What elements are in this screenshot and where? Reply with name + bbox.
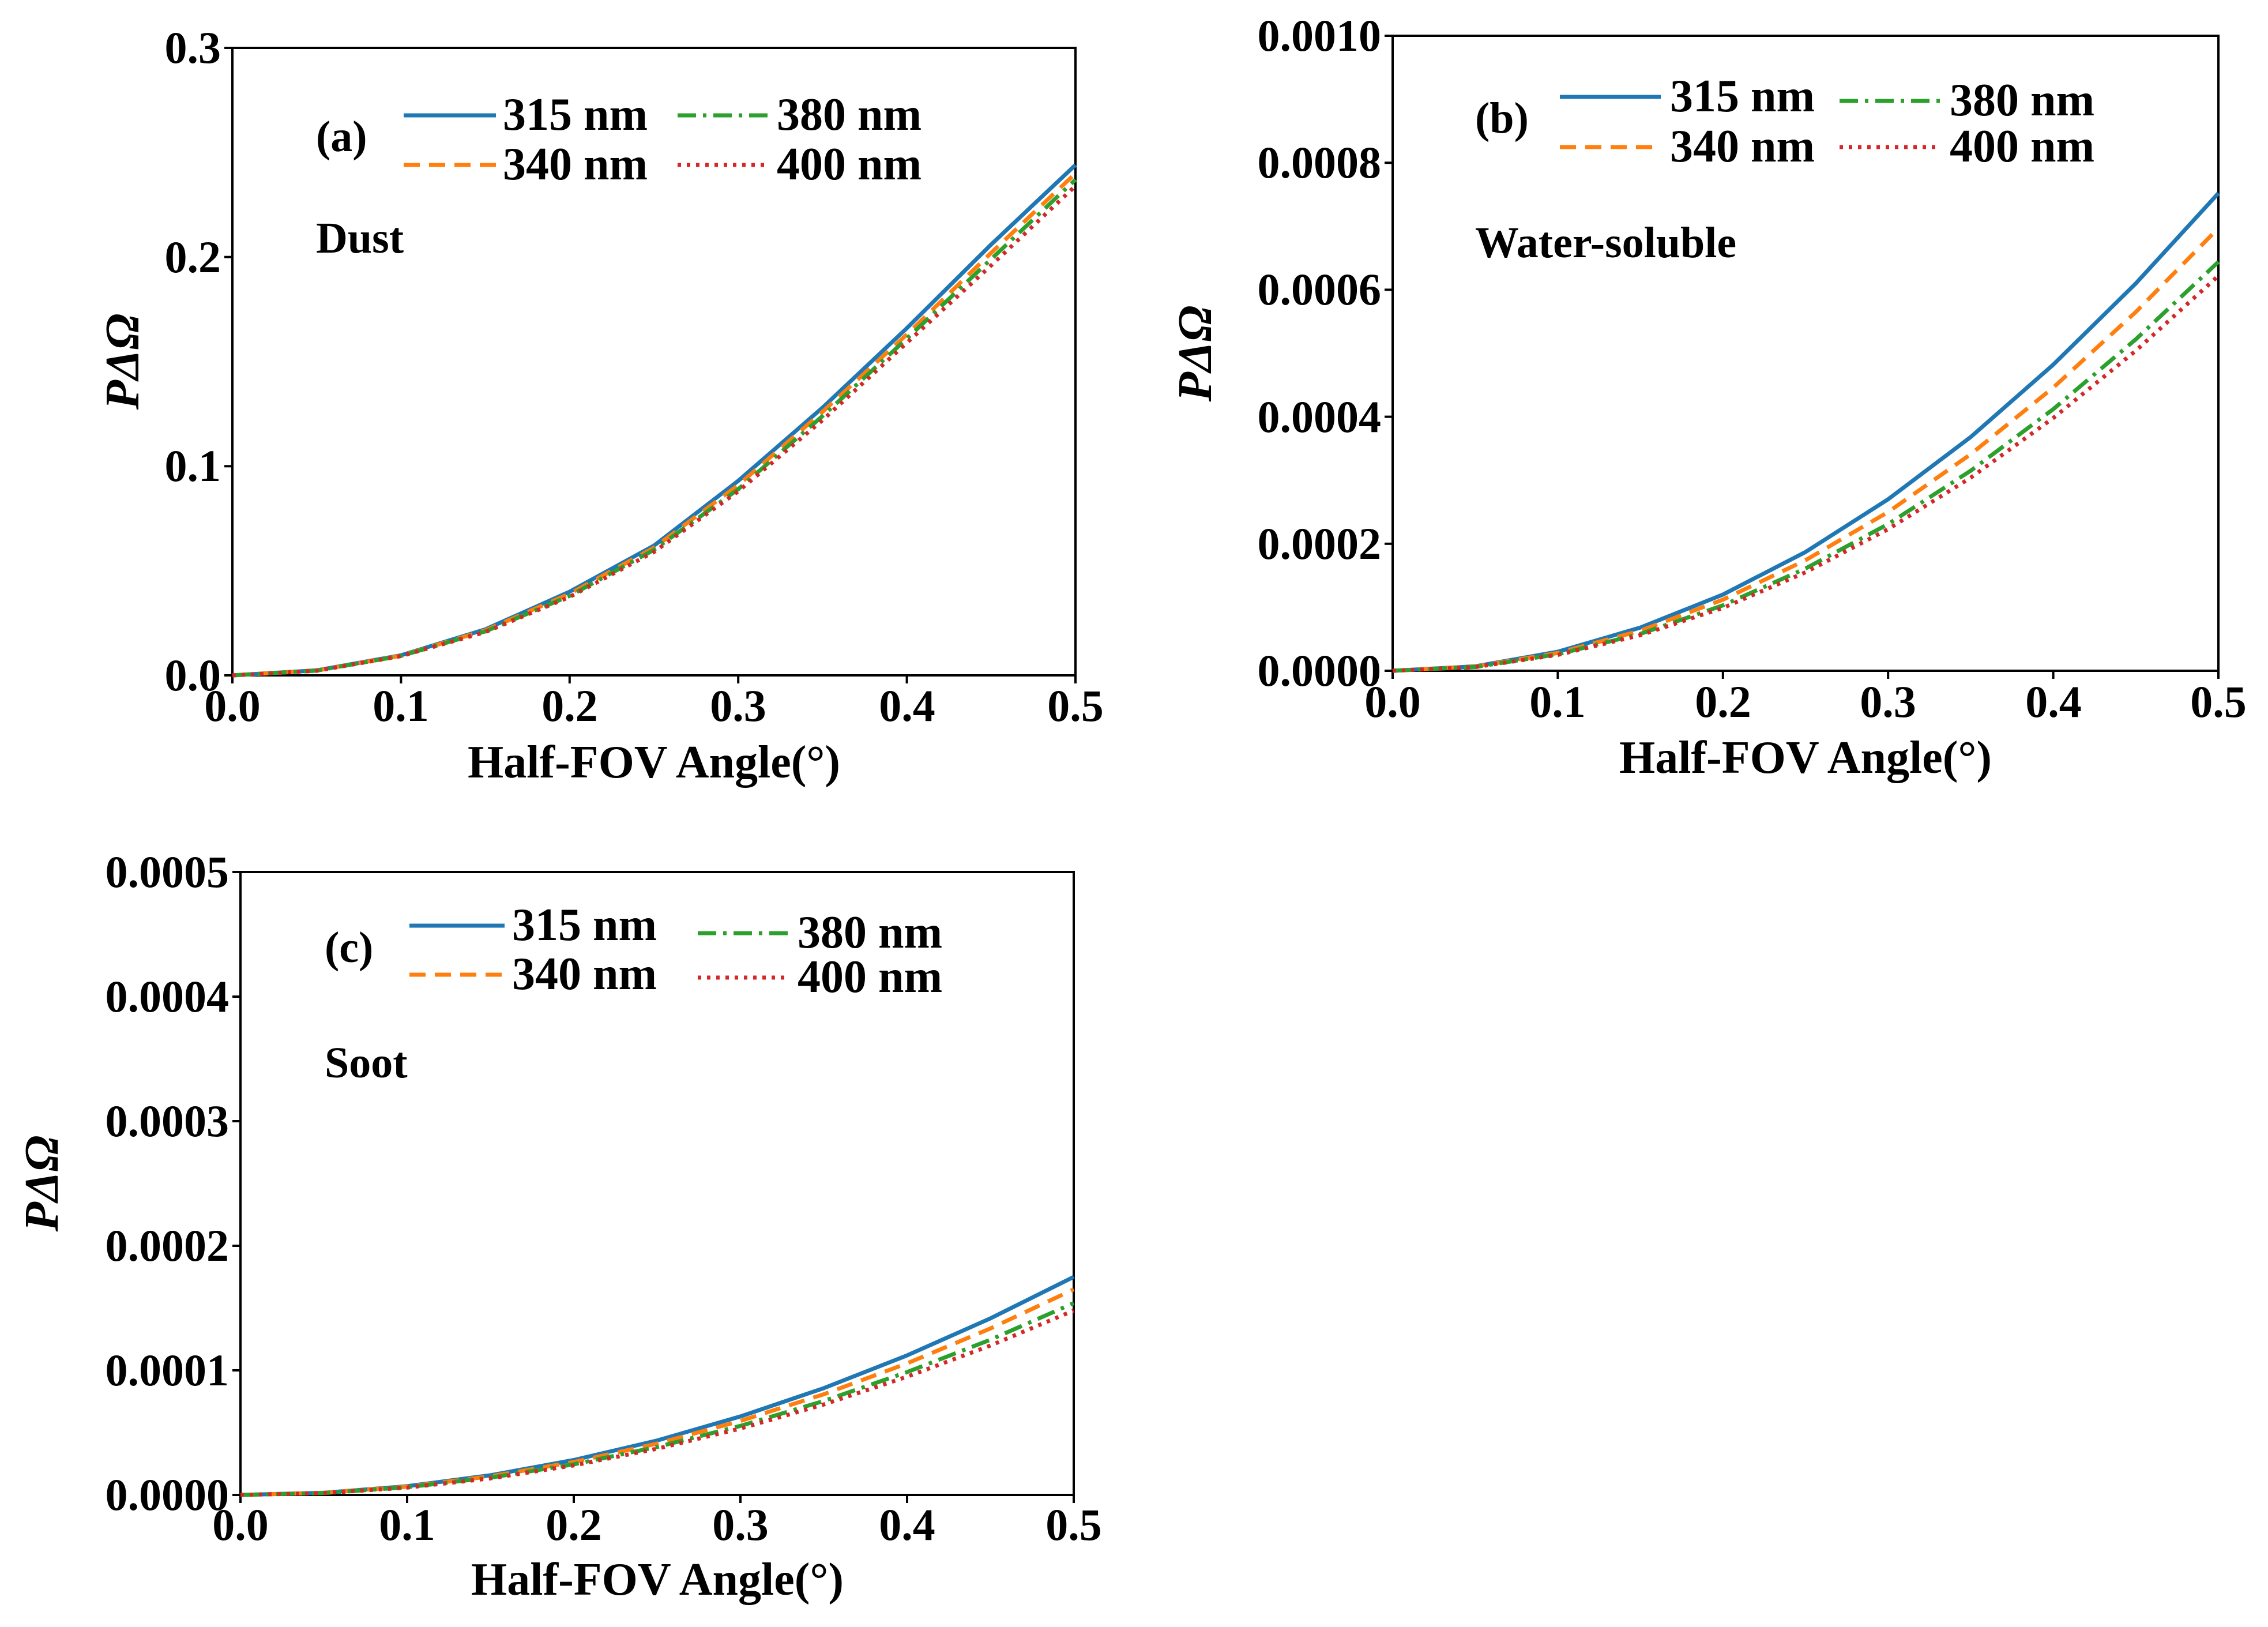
x-tick-label: 0.4 xyxy=(879,681,935,731)
legend-label-315: 315 nm xyxy=(503,89,648,140)
panel-label: (c) xyxy=(325,923,373,972)
legend-label-380: 380 nm xyxy=(798,907,942,958)
y-tick-label: 0.0003 xyxy=(106,1096,230,1146)
panel-annotation: Soot xyxy=(325,1039,408,1087)
y-tick-label: 0.0002 xyxy=(1258,518,1382,569)
y-axis-label: PΔΩ xyxy=(15,1136,69,1233)
plot-frame xyxy=(239,871,1075,1496)
series-line-315-nm xyxy=(240,1275,1075,1497)
x-tick-label: 0.0 xyxy=(212,1500,269,1550)
y-tick-labels: 0.0000 0.0002 0.0004 0.0006 0.0008 0.001… xyxy=(1258,10,1382,696)
legend-label-400: 400 nm xyxy=(798,952,942,1002)
x-axis-label: Half-FOV Angle(°) xyxy=(1619,732,1992,783)
tick-marks xyxy=(232,871,1075,1503)
plot-frame xyxy=(231,47,1077,677)
legend-label-340: 340 nm xyxy=(512,949,657,1000)
x-tick-label: 0.4 xyxy=(2025,677,2082,727)
legend-label-380: 380 nm xyxy=(777,89,922,140)
x-tick-label: 0.2 xyxy=(1695,677,1751,727)
x-tick-label: 0.2 xyxy=(541,681,598,731)
series-line-380-nm xyxy=(1392,260,2220,673)
y-tick-labels: 0.0000 0.0001 0.0002 0.0003 0.0004 0.000… xyxy=(106,847,230,1520)
x-tick-label: 0.5 xyxy=(2190,677,2247,727)
y-tick-label: 0.2 xyxy=(165,232,221,282)
series-line-340-nm xyxy=(1392,227,2220,673)
y-tick-label: 0.0005 xyxy=(106,847,230,897)
x-tick-label: 0.3 xyxy=(712,1500,769,1550)
x-tick-labels: 0.0 0.1 0.2 0.3 0.4 0.5 xyxy=(212,1500,1102,1550)
x-tick-label: 0.1 xyxy=(1529,677,1586,727)
legend: 315 nm 340 nm 380 nm 400 nm xyxy=(409,900,942,1002)
x-tick-label: 0.2 xyxy=(546,1500,602,1550)
x-tick-label: 0.4 xyxy=(879,1500,935,1550)
panel-label: (a) xyxy=(316,112,367,161)
y-tick-label: 0.0002 xyxy=(106,1220,230,1271)
y-tick-label: 0.0010 xyxy=(1258,10,1382,61)
series-line-400-nm xyxy=(232,184,1077,678)
legend-label-400: 400 nm xyxy=(777,139,922,190)
panel-label: (b) xyxy=(1475,94,1529,142)
series-lines xyxy=(240,1275,1075,1497)
x-tick-label: 0.1 xyxy=(373,681,429,731)
legend: 315 nm 340 nm 380 nm 400 nm xyxy=(1560,71,2094,172)
panel-a: 0.0 0.1 0.2 0.3 0.4 0.5 0.0 0.1 0.2 0.3 … xyxy=(96,22,1104,788)
x-tick-label: 0.5 xyxy=(1045,1500,1102,1550)
legend: 315 nm 340 nm 380 nm 400 nm xyxy=(404,89,922,190)
series-lines xyxy=(232,163,1077,678)
series-line-380-nm xyxy=(240,1301,1075,1497)
x-tick-label: 0.5 xyxy=(1047,681,1104,731)
y-tick-label: 0.0 xyxy=(165,650,221,700)
legend-label-400: 400 nm xyxy=(1950,121,2094,172)
x-tick-label: 0.1 xyxy=(379,1500,435,1550)
series-line-340-nm xyxy=(240,1287,1075,1497)
panel-b: 0.0 0.1 0.2 0.3 0.4 0.5 0.0000 0.0002 0.… xyxy=(1168,10,2247,783)
x-tick-label: 0.3 xyxy=(710,681,766,731)
y-axis-label: PΔΩ xyxy=(1168,306,1222,403)
panel-annotation: Water-soluble xyxy=(1475,219,1736,267)
x-tick-labels: 0.0 0.1 0.2 0.3 0.4 0.5 xyxy=(1364,677,2247,727)
y-tick-label: 0.3 xyxy=(165,22,221,73)
tick-marks xyxy=(1385,35,2220,679)
legend-label-315: 315 nm xyxy=(512,900,657,950)
y-axis-label: PΔΩ xyxy=(96,314,149,411)
x-axis-label: Half-FOV Angle(°) xyxy=(468,737,840,788)
legend-label-380: 380 nm xyxy=(1950,75,2094,126)
x-tick-label: 0.0 xyxy=(1364,677,1421,727)
plot-frame xyxy=(1391,35,2220,672)
y-tick-label: 0.0000 xyxy=(1258,645,1382,696)
y-tick-label: 0.0006 xyxy=(1258,264,1382,314)
y-tick-label: 0.0004 xyxy=(1258,392,1382,442)
y-tick-labels: 0.0 0.1 0.2 0.3 xyxy=(165,22,221,700)
series-lines xyxy=(1392,191,2220,673)
y-tick-label: 0.0001 xyxy=(106,1345,230,1395)
y-tick-label: 0.0004 xyxy=(106,971,230,1021)
series-line-400-nm xyxy=(1392,274,2220,673)
legend-label-315: 315 nm xyxy=(1670,71,1815,122)
legend-label-340: 340 nm xyxy=(1670,121,1815,172)
tick-marks xyxy=(224,47,1077,683)
y-tick-label: 0.0000 xyxy=(106,1470,230,1520)
panel-c: 0.0 0.1 0.2 0.3 0.4 0.5 0.0000 0.0001 0.… xyxy=(15,847,1102,1605)
y-tick-label: 0.1 xyxy=(165,441,221,491)
x-tick-label: 0.3 xyxy=(1860,677,1916,727)
series-line-400-nm xyxy=(240,1309,1075,1497)
panel-annotation: Dust xyxy=(316,214,404,262)
y-tick-label: 0.0008 xyxy=(1258,137,1382,187)
legend-label-340: 340 nm xyxy=(503,139,648,190)
x-tick-label: 0.0 xyxy=(204,681,261,731)
x-tick-labels: 0.0 0.1 0.2 0.3 0.4 0.5 xyxy=(204,681,1104,731)
x-axis-label: Half-FOV Angle(°) xyxy=(471,1554,844,1605)
